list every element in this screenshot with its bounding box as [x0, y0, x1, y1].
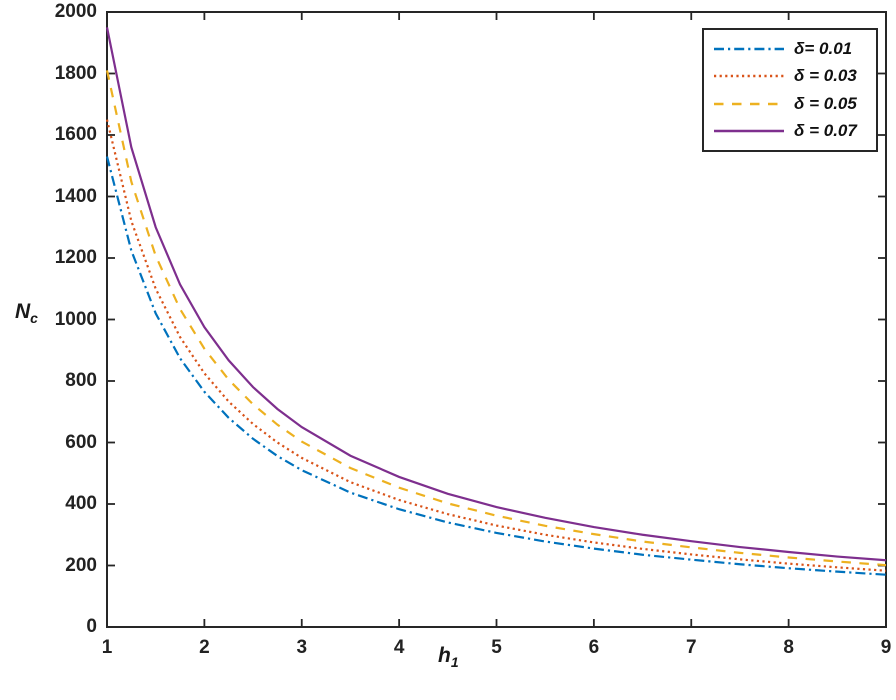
x-tick-label: 3	[296, 637, 308, 658]
x-tick-label: 7	[685, 637, 697, 658]
y-tick-label: 400	[65, 493, 97, 514]
series-curve	[105, 156, 887, 576]
y-tick-label: 1400	[54, 185, 97, 207]
y-tick-label: 1800	[54, 62, 97, 84]
y-axis-label: Nc	[15, 300, 38, 326]
y-tick-label: 1200	[54, 247, 97, 268]
x-tick-label: 8	[783, 637, 794, 658]
y-tick-label: 600	[65, 431, 97, 453]
x-axis-label: h1	[438, 644, 459, 670]
legend-line-sample	[714, 130, 784, 133]
y-tick-label: 800	[65, 370, 97, 391]
legend-item: δ= 0.01	[712, 35, 868, 62]
x-tick-label: 4	[393, 637, 405, 658]
x-tick-label: 1	[101, 637, 113, 658]
legend: δ= 0.01 δ = 0.03 δ = 0.05 δ = 0.07	[702, 28, 878, 152]
x-axis-label-main: h	[438, 644, 451, 667]
legend-line-sample	[714, 75, 784, 78]
series-curve	[105, 119, 887, 572]
x-tick-label: 6	[588, 637, 600, 658]
y-tick-label: 1000	[54, 308, 97, 330]
x-tick-label: 5	[491, 637, 502, 658]
x-tick-label: 2	[199, 637, 210, 658]
series-curve	[105, 27, 887, 562]
y-axis-label-sub: c	[30, 310, 38, 326]
y-tick-label: 1600	[54, 124, 97, 145]
legend-line-sample	[714, 47, 784, 50]
legend-item: δ = 0.07	[712, 118, 868, 145]
y-tick-label: 200	[65, 554, 97, 576]
y-axis-label-main: N	[15, 300, 31, 323]
legend-item: δ = 0.03	[712, 63, 868, 90]
legend-label: δ= 0.01	[794, 38, 853, 58]
legend-line-sample	[714, 102, 784, 105]
y-tick-label: 0	[86, 616, 97, 637]
series-curve	[105, 70, 887, 567]
legend-item: δ = 0.05	[712, 90, 868, 117]
legend-label: δ = 0.05	[794, 93, 857, 113]
legend-label: δ = 0.03	[794, 66, 857, 86]
legend-label: δ = 0.07	[794, 121, 857, 141]
x-axis-label-sub: 1	[450, 654, 459, 670]
y-tick-label: 2000	[54, 1, 97, 22]
x-tick-label: 9	[880, 637, 892, 658]
